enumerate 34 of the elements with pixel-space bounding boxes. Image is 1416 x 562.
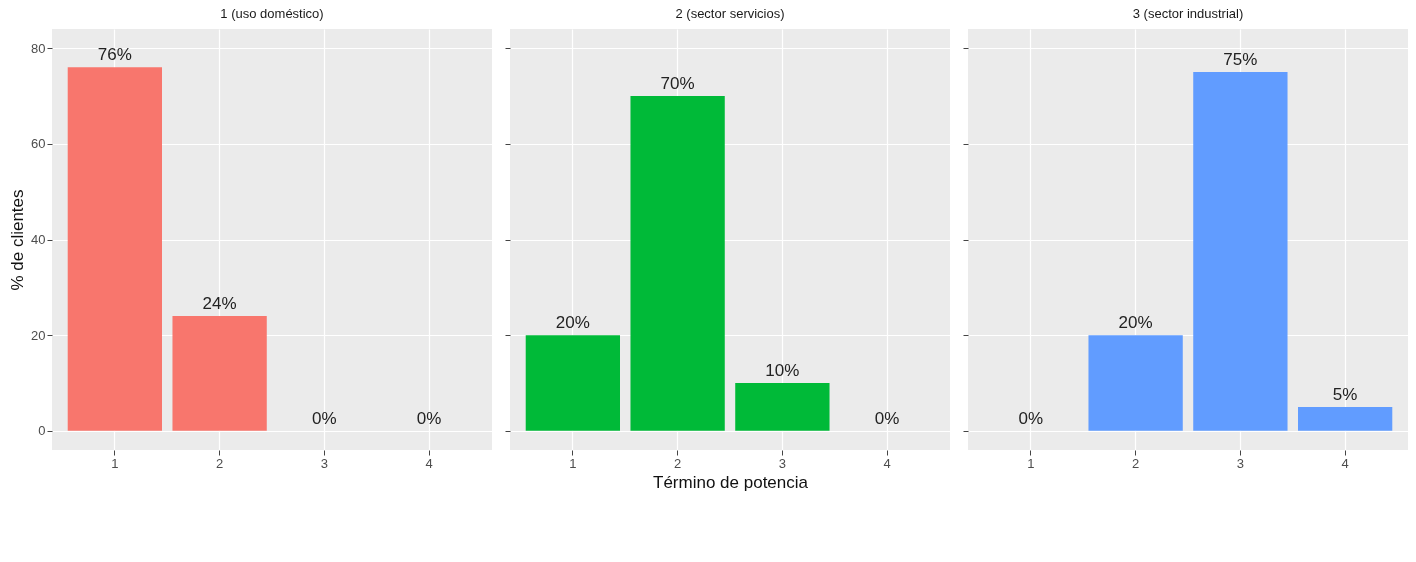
chart-title: 2 (sector servicios) [675, 6, 785, 21]
data-label: 0% [416, 408, 442, 428]
x-tick-label: 1 [1027, 455, 1035, 471]
y-tick-label: 20 [31, 327, 46, 343]
x-tick-label: 3 [320, 455, 328, 471]
y-tick-label: 80 [31, 40, 46, 56]
y-tick-label: 0 [38, 423, 46, 439]
data-label: 0% [874, 408, 900, 428]
data-label: 75% [1223, 50, 1258, 70]
y-tick-label: 40 [31, 232, 46, 247]
x-tick-label: 2 [1132, 455, 1140, 471]
data-label: 5% [1332, 384, 1358, 404]
data-label: 0% [312, 408, 337, 428]
y-axis-title: % de clientes [8, 189, 28, 291]
x-tick-label: 2 [674, 455, 682, 471]
data-label: 76% [97, 45, 132, 65]
x-axis-title: Término de potencia [653, 472, 809, 492]
x-tick-label: 2 [216, 455, 224, 471]
data-label: 24% [202, 294, 237, 314]
chart-title: 3 (sector industrial) [1132, 6, 1244, 21]
x-tick-label: 4 [1341, 455, 1349, 471]
x-tick-label: 3 [778, 455, 786, 471]
x-tick-label: 4 [425, 455, 433, 471]
x-tick-label: 3 [1236, 455, 1244, 471]
data-label: 10% [765, 361, 800, 381]
chart-title: 1 (uso doméstico) [220, 6, 324, 21]
data-label: 20% [1118, 313, 1153, 333]
x-tick-label: 4 [883, 455, 891, 471]
x-tick-label: 1 [569, 455, 577, 471]
data-label: 0% [1018, 408, 1044, 428]
data-label: 70% [660, 73, 695, 93]
x-tick-label: 1 [111, 455, 119, 471]
y-tick-label: 60 [31, 136, 46, 152]
data-label: 20% [555, 313, 590, 333]
